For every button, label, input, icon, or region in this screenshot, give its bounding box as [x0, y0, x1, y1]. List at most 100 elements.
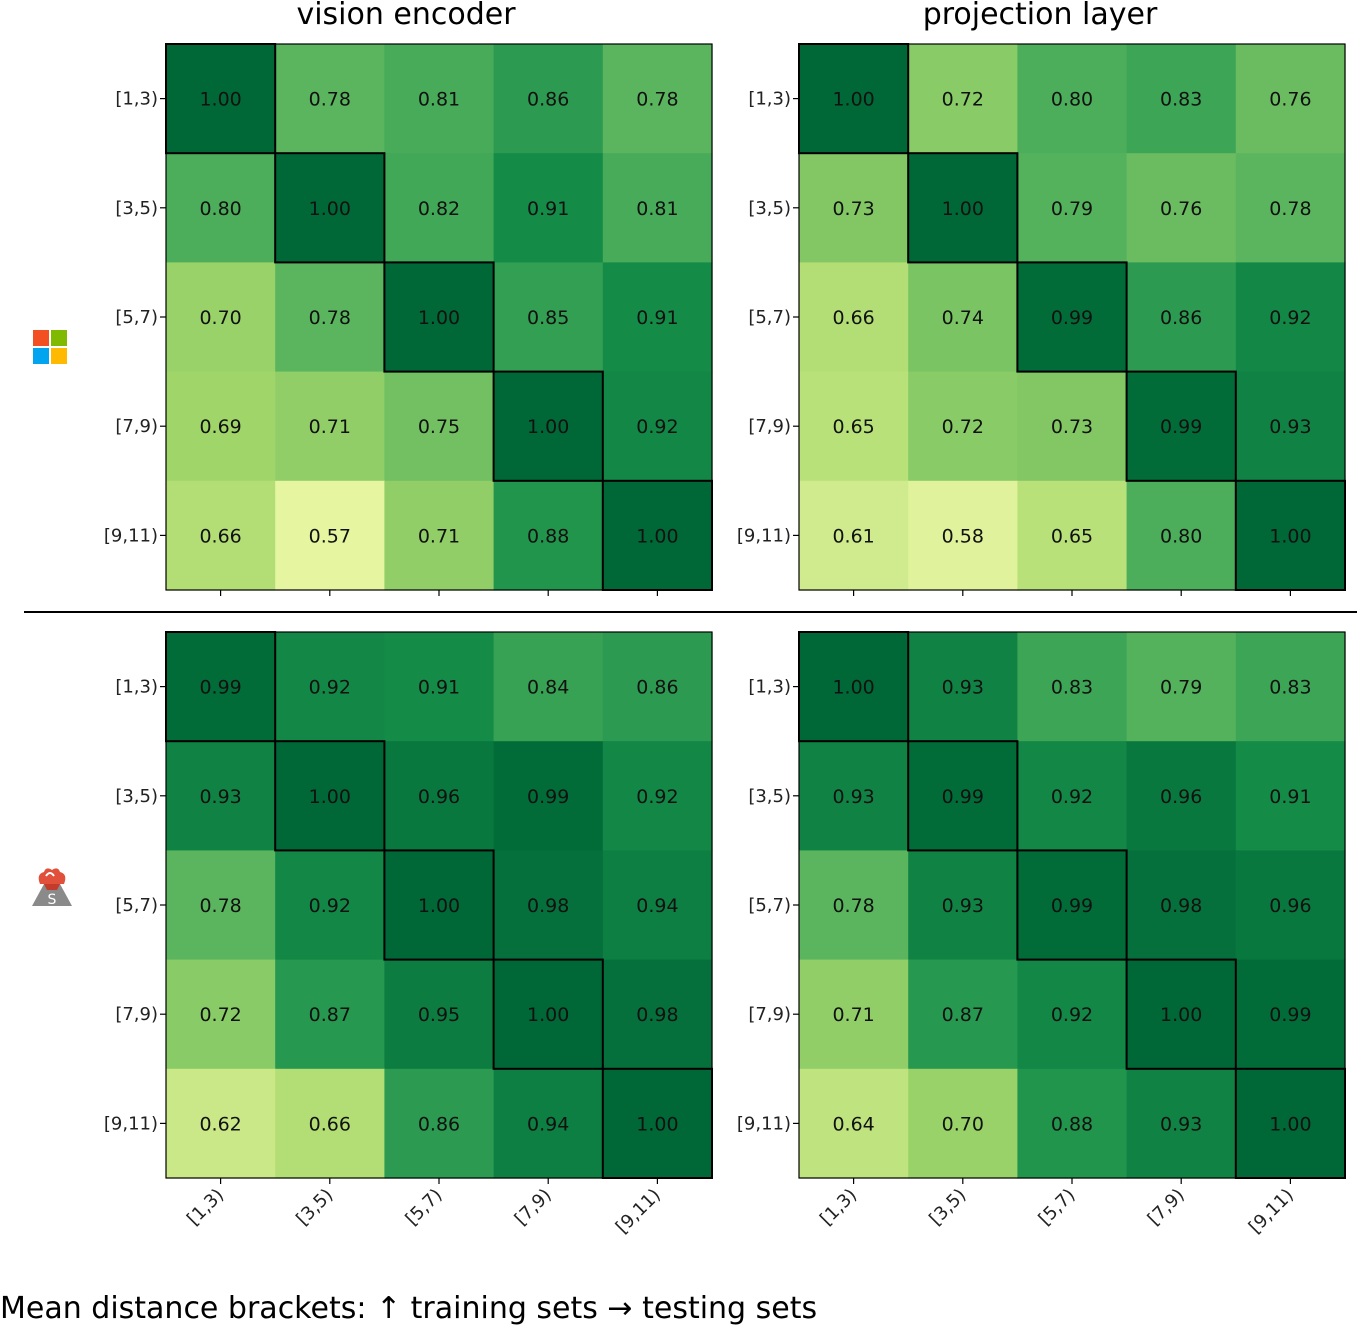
diagonal-cell-outline [1016, 261, 1128, 373]
cell-value-label: 0.80 [1160, 525, 1202, 547]
cell-value-label: 0.96 [418, 786, 460, 808]
x-tick-label: [7,9) [1144, 1185, 1189, 1230]
heatmap-cell [493, 153, 604, 263]
y-tick-label: [7,9) [115, 1004, 158, 1025]
heatmap-cell [1126, 959, 1237, 1070]
cell-value-label: 0.78 [199, 895, 241, 917]
heatmap-cell [166, 480, 276, 591]
cell-value-label: 0.93 [199, 786, 241, 808]
cell-value-label: 0.98 [1160, 895, 1202, 917]
heatmap-cell [908, 480, 1018, 591]
heatmap-cell [275, 1068, 385, 1179]
diagonal-cell-outline [274, 740, 386, 852]
heatmap-cell [908, 371, 1018, 482]
heatmap-panel: 0.99 0.92 0.91 0.84 0.86 0.93 1.00 0.96 0.99 0.92… [104, 631, 713, 1238]
heatmap-cell [166, 959, 276, 1070]
cell-value-label: 1.00 [832, 677, 874, 699]
heatmap-cell [1235, 741, 1346, 851]
heatmap-cell [908, 959, 1018, 1070]
cell-value-label: 0.78 [636, 89, 678, 111]
heatmap-cell [1017, 262, 1128, 373]
heatmap-cell [493, 741, 604, 851]
cell-value-label: 0.98 [527, 895, 569, 917]
cell-value-label: 0.83 [1051, 677, 1093, 699]
heatmap-cell [384, 850, 495, 961]
diagonal-cell-outline [492, 370, 604, 482]
cell-value-label: 0.73 [832, 198, 874, 220]
diagonal-cell-outline [1125, 370, 1237, 482]
heatmap-cell [908, 1068, 1018, 1179]
cell-value-label: 0.76 [1269, 89, 1311, 111]
x-tick-label: [1,3) [183, 1185, 228, 1230]
heatmap-cell [1126, 741, 1237, 851]
cell-value-label: 0.71 [418, 525, 460, 547]
heatmap-cell [1017, 959, 1128, 1070]
microsoft-logo-icon [33, 330, 67, 364]
heatmap-cell [384, 632, 495, 742]
cell-value-label: 1.00 [1269, 525, 1311, 547]
y-tick-label: [1,3) [115, 677, 158, 698]
cell-value-label: 1.00 [942, 198, 984, 220]
heatmap-cell [1126, 371, 1237, 482]
cell-value-label: 0.99 [1160, 416, 1202, 438]
cell-value-label: 0.99 [199, 677, 241, 699]
cell-value-label: 0.78 [309, 89, 351, 111]
cell-value-label: 1.00 [199, 89, 241, 111]
cell-value-label: 0.93 [1160, 1113, 1202, 1135]
cell-value-label: 0.86 [636, 677, 678, 699]
cell-value-label: 0.72 [942, 416, 984, 438]
heatmap-cell [1017, 850, 1128, 961]
svg-text:S: S [48, 892, 57, 908]
cell-value-label: 0.71 [832, 1004, 874, 1026]
heatmap-cell [1235, 1068, 1346, 1179]
heatmap-cell [1017, 741, 1128, 851]
cell-value-label: 0.99 [1051, 895, 1093, 917]
heatmap-cell [384, 44, 495, 154]
heatmap-cell [275, 44, 385, 154]
heatmap-cell [275, 741, 385, 851]
cell-value-label: 1.00 [309, 786, 351, 808]
x-tick-label: [7,9) [511, 1185, 556, 1230]
y-tick-label: [7,9) [748, 1004, 791, 1025]
cell-value-label: 0.72 [199, 1004, 241, 1026]
heatmap-cell [799, 480, 909, 591]
heatmap-cell [1235, 371, 1346, 482]
cell-value-label: 0.94 [527, 1113, 569, 1135]
y-tick-label: [9,11) [737, 525, 791, 546]
cell-value-label: 1.00 [527, 1004, 569, 1026]
heatmap-cell [275, 959, 385, 1070]
heatmap-cell [1017, 480, 1128, 591]
cell-value-label: 0.99 [1051, 307, 1093, 329]
cell-value-label: 0.92 [309, 677, 351, 699]
heatmap-cell [275, 153, 385, 263]
heatmap-cell [1126, 1068, 1237, 1179]
heatmap-cell [799, 741, 909, 851]
heatmap-panels: 1.00 0.78 0.81 0.86 0.78 0.80 1.00 0.82 0.91 0.81… [104, 43, 1347, 1238]
cell-value-label: 0.88 [1051, 1113, 1093, 1135]
heatmap-cell [1235, 44, 1346, 154]
y-tick-label: [5,7) [115, 307, 158, 328]
cell-value-label: 0.92 [309, 895, 351, 917]
cell-value-label: 0.58 [942, 525, 984, 547]
heatmap-cell [799, 959, 909, 1070]
cell-value-label: 0.91 [1269, 786, 1311, 808]
cell-value-label: 0.70 [199, 307, 241, 329]
cell-value-label: 1.00 [527, 416, 569, 438]
heatmap-cell [908, 153, 1018, 263]
cell-value-label: 0.76 [1160, 198, 1202, 220]
heatmap-cell [1235, 850, 1346, 961]
cell-value-label: 0.66 [832, 307, 874, 329]
heatmap-cell [799, 262, 909, 373]
cell-value-label: 0.66 [199, 525, 241, 547]
y-tick-label: [9,11) [737, 1113, 791, 1134]
cell-value-label: 0.57 [309, 525, 351, 547]
diagonal-cell-outline [1125, 958, 1237, 1070]
diagonal-cell-outline [383, 849, 495, 961]
heatmap-cell [1126, 44, 1237, 154]
cell-value-label: 1.00 [1160, 1004, 1202, 1026]
heatmap-cell [799, 153, 909, 263]
heatmap-panel: 1.00 0.78 0.81 0.86 0.78 0.80 1.00 0.82 0.91 0.81… [104, 43, 713, 596]
heatmap-cell [384, 741, 495, 851]
x-tick-label: [1,3) [816, 1185, 861, 1230]
cell-value-label: 1.00 [309, 198, 351, 220]
